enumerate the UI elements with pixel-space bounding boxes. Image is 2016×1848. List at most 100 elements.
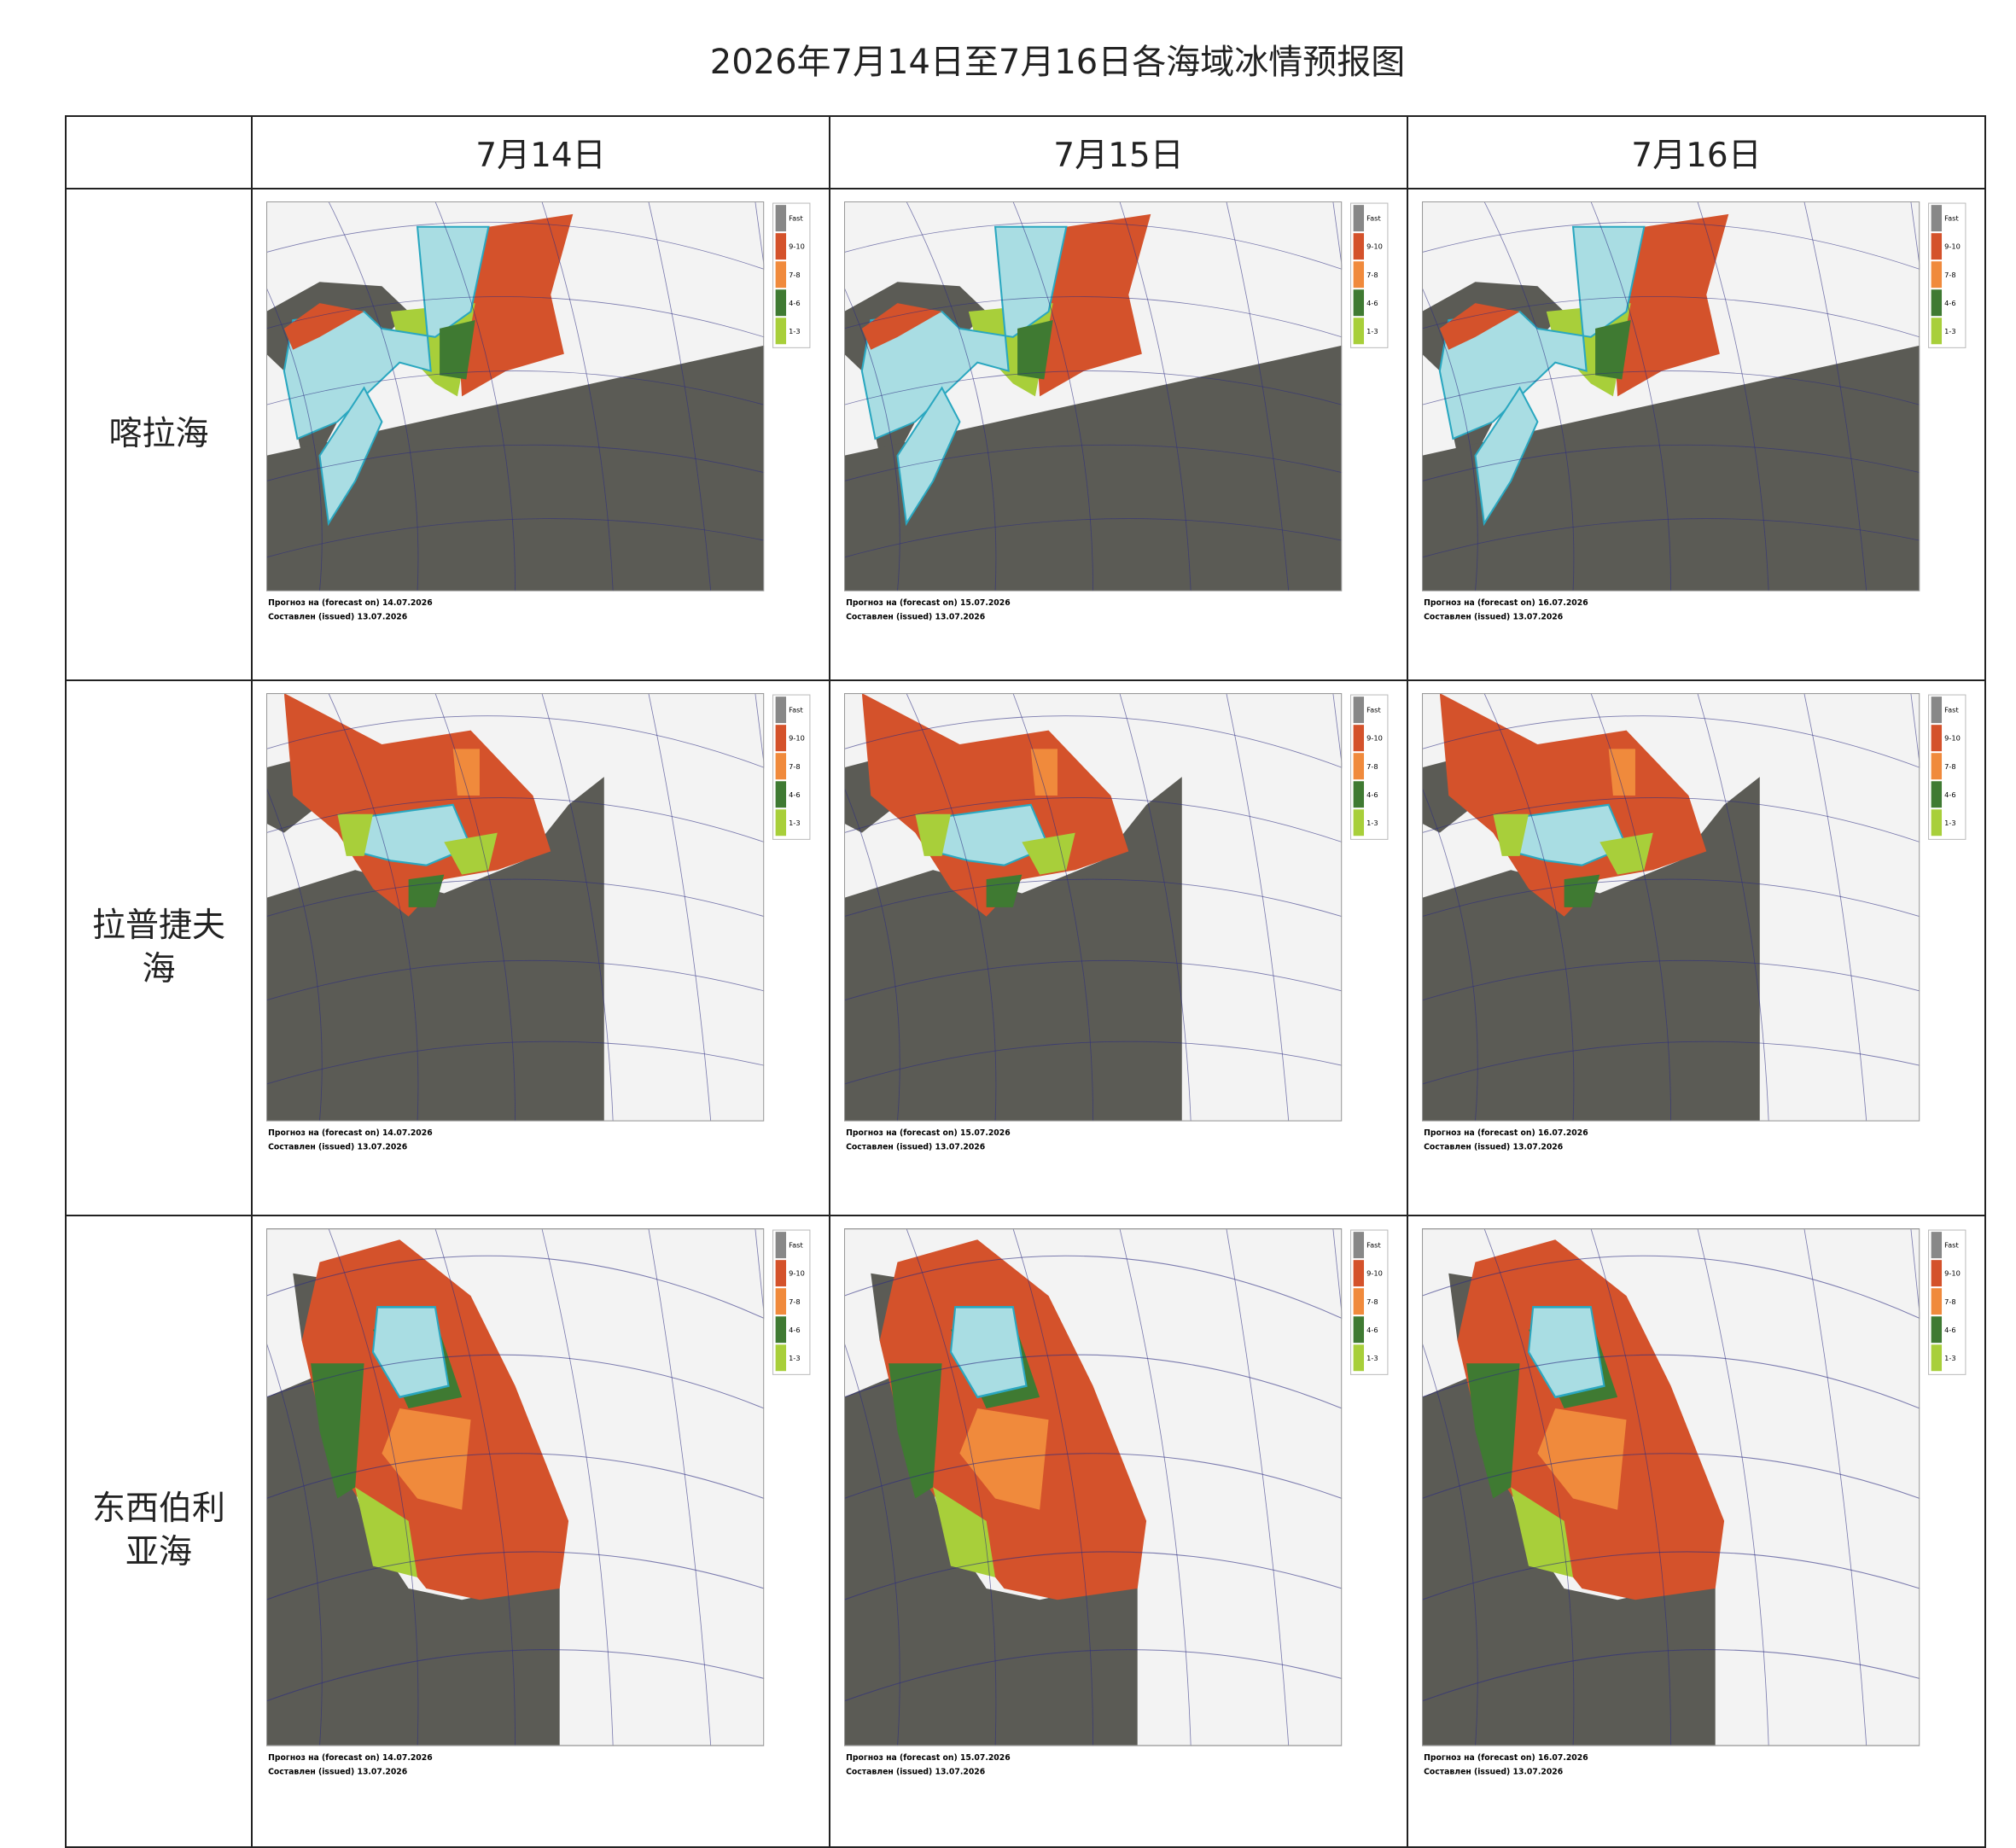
map-grid — [434, 1228, 516, 1746]
map-grid — [648, 693, 712, 1122]
map-grid — [266, 296, 765, 338]
map-grid — [1422, 1649, 1920, 1702]
map-grid — [1422, 786, 1478, 1122]
map-grid — [844, 286, 900, 592]
map-grid — [844, 1341, 900, 1746]
map-area — [283, 225, 490, 440]
legend-label: 4-6 — [789, 299, 800, 307]
map-grid — [266, 878, 765, 918]
legend-label: 9-10 — [1366, 734, 1383, 743]
map-frame — [844, 1228, 1343, 1746]
legend-label: 4-6 — [1366, 1326, 1378, 1334]
legend-label: 7-8 — [1944, 762, 1955, 771]
legend-swatch — [1931, 1260, 1943, 1287]
map-grid — [1483, 1228, 1575, 1746]
legend-swatch — [1931, 205, 1943, 232]
map-grid — [844, 1354, 1343, 1409]
ice-map: Fast 9-10 7-8 4-6 1-3 Прогноз на (forecast on… — [844, 693, 1389, 1152]
map-frame — [266, 201, 765, 592]
map-grid — [648, 1228, 712, 1746]
legend-swatch — [1931, 809, 1943, 837]
legend-box — [772, 1229, 811, 1375]
map-area — [915, 813, 951, 856]
legend-swatch — [775, 318, 787, 345]
row-label: 喀拉海 — [65, 188, 253, 681]
ice-map: Fast 9-10 7-8 4-6 1-3 Прогноз на (forecast on… — [266, 1228, 811, 1777]
row: 喀拉海 Fast 9-10 7-8 4-6 1-3 Прогноз на (forecast… — [65, 188, 1986, 681]
map-area — [1030, 749, 1058, 796]
legend-box — [1928, 202, 1966, 348]
map-grid — [1910, 1228, 1920, 1319]
legend-label: 1-3 — [1944, 327, 1955, 335]
map-grid — [266, 221, 765, 270]
legend-label: Fast — [1944, 1241, 1959, 1250]
legend-swatch — [1353, 261, 1365, 289]
map-area — [1595, 319, 1631, 380]
map-grid — [1012, 1228, 1094, 1746]
legend-swatch — [1353, 1316, 1365, 1344]
map-grid — [844, 786, 900, 1122]
map-area — [1608, 749, 1635, 796]
legend-label: 9-10 — [1944, 1269, 1961, 1278]
legend-label: 4-6 — [1366, 299, 1378, 307]
map-grid — [844, 715, 1343, 768]
legend-label: 9-10 — [1944, 242, 1961, 251]
legend-box — [772, 202, 811, 348]
map-grid — [1590, 201, 1672, 592]
legend-box — [1350, 1229, 1389, 1375]
header-cell — [65, 115, 253, 189]
legend-swatch — [1353, 725, 1365, 752]
map-area — [896, 386, 961, 527]
map-grid — [844, 878, 1343, 918]
legend-swatch — [1353, 1288, 1365, 1315]
legend-swatch — [1353, 753, 1365, 780]
legend-label: 7-8 — [789, 762, 800, 771]
legend-swatch — [1353, 1260, 1365, 1287]
map-area — [844, 345, 1343, 592]
legend-swatch — [1353, 318, 1365, 345]
map-grid — [1422, 715, 1920, 768]
map-grid — [266, 1551, 765, 1600]
map-grid — [1422, 1551, 1920, 1600]
map-cell: Fast 9-10 7-8 4-6 1-3 Прогноз на (forecast on… — [1407, 188, 1986, 681]
map-grid — [844, 959, 1343, 1001]
forecast-date: Прогноз на (forecast on) 14.07.2026 — [268, 598, 433, 608]
legend-swatch — [1931, 1316, 1943, 1344]
map-grid — [1422, 286, 1478, 592]
map-grid — [1422, 1041, 1920, 1085]
legend-label: Fast — [789, 214, 803, 223]
legend-label: 4-6 — [1944, 1326, 1955, 1334]
map-area — [266, 777, 604, 1122]
legend-label: Fast — [1366, 1241, 1381, 1250]
row-label: 东西伯利亚海 — [65, 1215, 253, 1848]
map-cell: Fast 9-10 7-8 4-6 1-3 Прогноз на (forecast on… — [829, 1215, 1408, 1848]
legend-box — [1928, 694, 1966, 840]
map-grid — [1422, 1354, 1920, 1409]
map-cell: Fast 9-10 7-8 4-6 1-3 Прогноз на (forecast on… — [251, 679, 830, 1216]
map-area — [311, 1363, 364, 1499]
page-title: 2026年7月14日至7月16日各海域冰情预报图 — [709, 43, 1406, 82]
map-grid — [1332, 201, 1343, 270]
map-grid — [266, 797, 765, 842]
map-grid — [1697, 201, 1769, 592]
map-area — [1511, 1487, 1574, 1577]
map-grid — [1590, 693, 1672, 1122]
map-grid — [266, 518, 765, 558]
legend-box — [772, 694, 811, 840]
map-grid — [266, 1354, 765, 1409]
legend-label: Fast — [1366, 706, 1381, 714]
map-grid — [266, 959, 765, 1001]
map-grid — [648, 201, 712, 592]
legend-swatch — [1353, 205, 1365, 232]
map-grid — [844, 1649, 1343, 1702]
map-area — [861, 303, 942, 350]
map-grid — [1697, 1228, 1769, 1746]
map-grid — [266, 370, 765, 405]
map-area — [933, 1487, 996, 1577]
legend-swatch — [1931, 753, 1943, 780]
map-grid — [266, 715, 765, 768]
forecast-date: Прогноз на (forecast on) 16.07.2026 — [1424, 1753, 1588, 1763]
legend-label: Fast — [789, 1241, 803, 1250]
issued-date: Составлен (issued) 13.07.2026 — [846, 1768, 985, 1777]
map-grid — [755, 1228, 765, 1319]
